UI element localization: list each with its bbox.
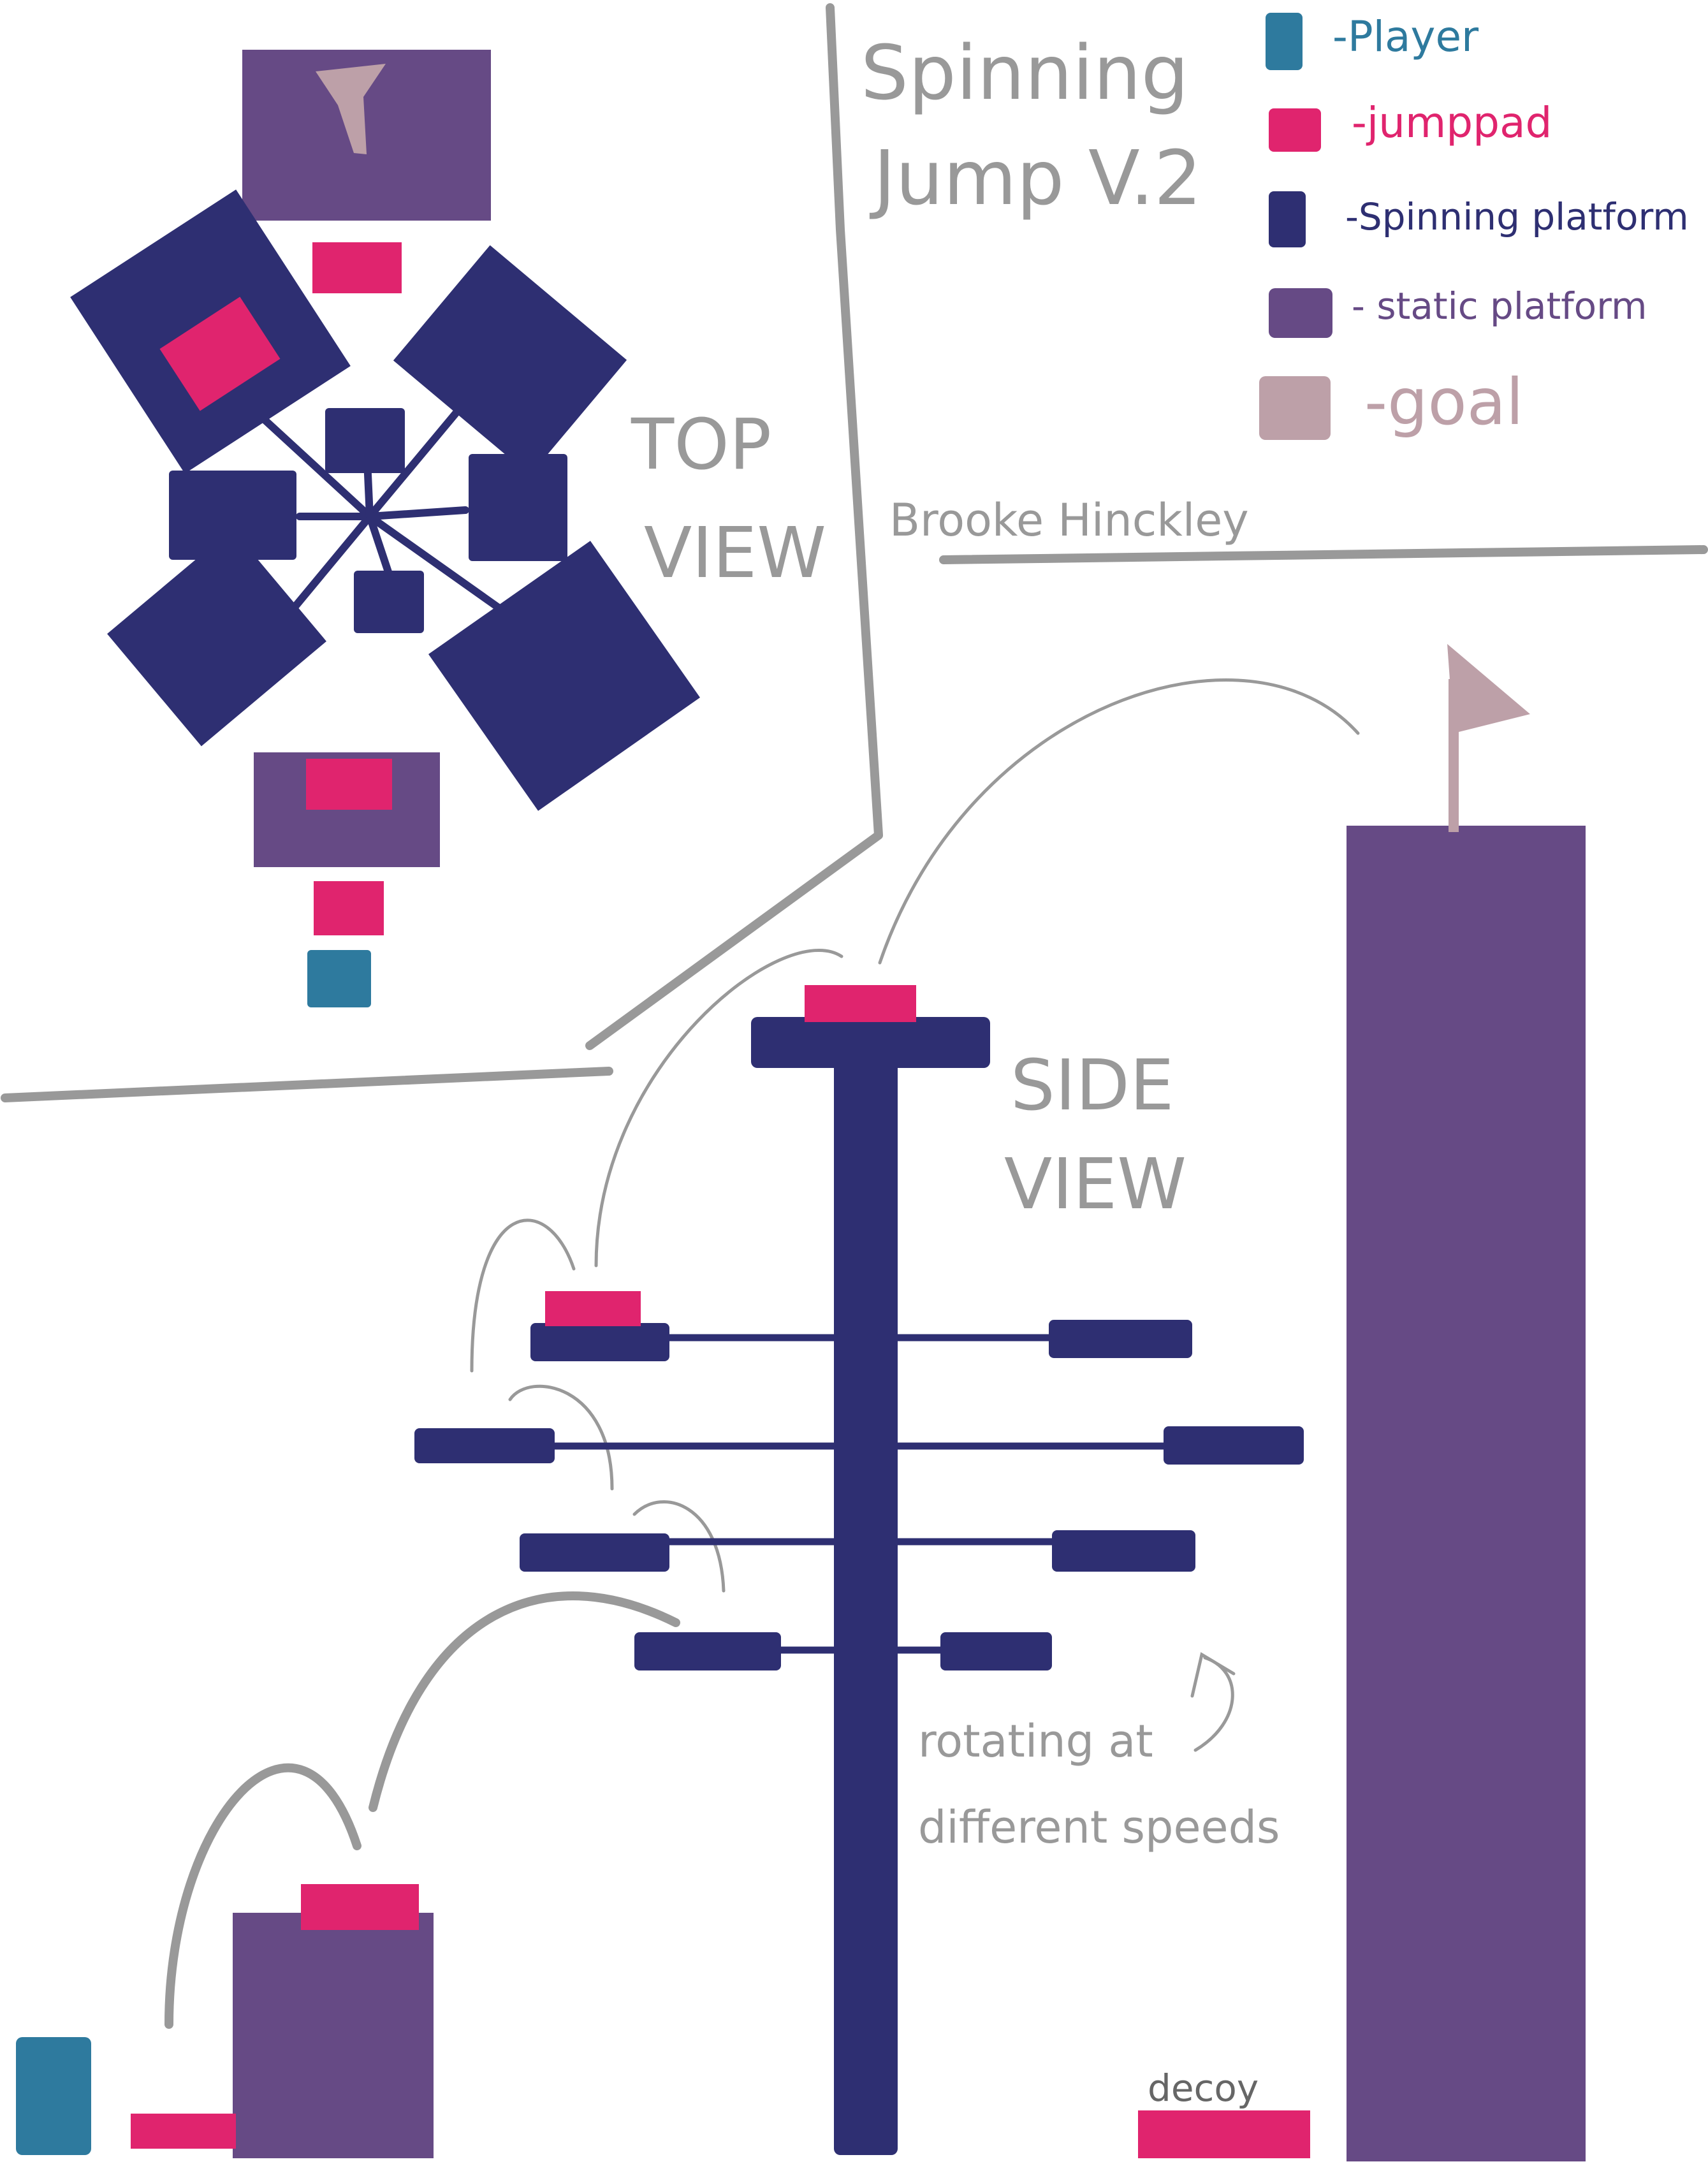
jump-arc-6 — [594, 948, 843, 1268]
top-jumppad-upper — [312, 242, 402, 293]
panel-dividers — [1, 3, 1708, 1102]
legend-label-jumppad: -jumppad — [1352, 98, 1552, 147]
legend-swatch-jumppad — [1269, 108, 1321, 152]
rotation-arrow-icon — [1190, 1652, 1236, 1752]
top-spinning-platform-sw — [107, 529, 326, 747]
top-view-label-line1: TOP — [631, 404, 771, 485]
side-platform-row1-left — [530, 1323, 669, 1361]
author-name: Brooke Hinckley — [889, 494, 1249, 546]
top-spinning-platform-ne — [393, 245, 627, 476]
side-platform-row2-left — [414, 1428, 555, 1463]
side-goal-flag-icon — [1447, 644, 1530, 733]
side-jumppad-ground — [131, 2114, 236, 2149]
top-spinning-platform-bottom — [354, 571, 424, 633]
side-view-label-line1: SIDE — [1011, 1044, 1174, 1126]
top-view-label-line2: VIEW — [644, 512, 826, 594]
side-view: SIDE VIEW rotating at different speeds d… — [16, 644, 1586, 2161]
jump-arc-3 — [470, 1218, 576, 1373]
rotating-note-line1: rotating at — [918, 1715, 1153, 1767]
side-jumppad-on-start — [301, 1884, 419, 1930]
top-view: TOP VIEW — [70, 50, 826, 1007]
rotating-note-line2: different speeds — [918, 1801, 1280, 1853]
horizontal-divider-right — [939, 545, 1708, 564]
side-platform-row2-right — [1164, 1426, 1304, 1465]
side-platform-row4-left — [634, 1632, 781, 1670]
legend-label-goal: -goal — [1364, 365, 1524, 439]
side-platform-row4-right — [940, 1632, 1052, 1670]
side-platform-row3-left — [520, 1533, 669, 1572]
side-top-crossbar — [751, 1017, 990, 1068]
legend-swatch-player — [1266, 13, 1303, 70]
top-player — [307, 950, 371, 1007]
side-central-pole — [834, 1046, 898, 2155]
legend: -Player -jumppad -Spinning platform - st… — [1259, 12, 1689, 440]
jump-arcs — [164, 678, 1360, 2029]
side-goal-tower — [1347, 826, 1586, 2161]
top-spinning-platform-right — [469, 454, 567, 561]
title-block: Spinning Jump V.2 Brooke Hinckley — [861, 29, 1249, 546]
top-goal-flag-icon — [316, 64, 386, 154]
top-spinning-platform-top — [325, 408, 405, 473]
side-start-static-platform — [233, 1913, 434, 2158]
legend-swatch-spinning — [1269, 191, 1306, 247]
top-jumppad-on-nw — [159, 296, 281, 411]
decoy-label: decoy — [1148, 2066, 1259, 2110]
side-decoy-jumppad — [1138, 2110, 1310, 2158]
legend-swatch-goal — [1259, 376, 1331, 440]
side-arms — [548, 1334, 1171, 1654]
side-jumppad-row1 — [545, 1291, 641, 1326]
legend-swatch-static — [1269, 288, 1332, 338]
jump-arc-4 — [508, 1384, 614, 1491]
legend-label-spinning: -Spinning platform — [1345, 195, 1689, 238]
vertical-divider — [585, 3, 883, 1050]
top-spinning-platform-se — [428, 541, 701, 811]
legend-label-player: -Player — [1332, 12, 1479, 61]
jump-arc-2 — [369, 1591, 680, 1812]
title-line1: Spinning — [861, 29, 1189, 117]
legend-label-static: - static platform — [1352, 284, 1647, 328]
top-jumppad-on-start — [306, 759, 392, 810]
side-platform-row1-right — [1049, 1320, 1192, 1358]
horizontal-divider-left — [1, 1067, 613, 1102]
title-line2: Jump V.2 — [869, 134, 1202, 222]
top-jumppad-lower — [314, 881, 384, 935]
top-spinning-platform-left — [169, 471, 296, 560]
side-platform-row3-right — [1052, 1530, 1195, 1572]
jump-arc-7 — [878, 678, 1360, 965]
side-view-label-line2: VIEW — [1004, 1143, 1186, 1225]
jump-arc-1 — [164, 1763, 361, 2029]
side-player — [16, 2037, 91, 2155]
side-jumppad-top — [805, 985, 916, 1022]
jump-arc-5 — [632, 1500, 726, 1593]
